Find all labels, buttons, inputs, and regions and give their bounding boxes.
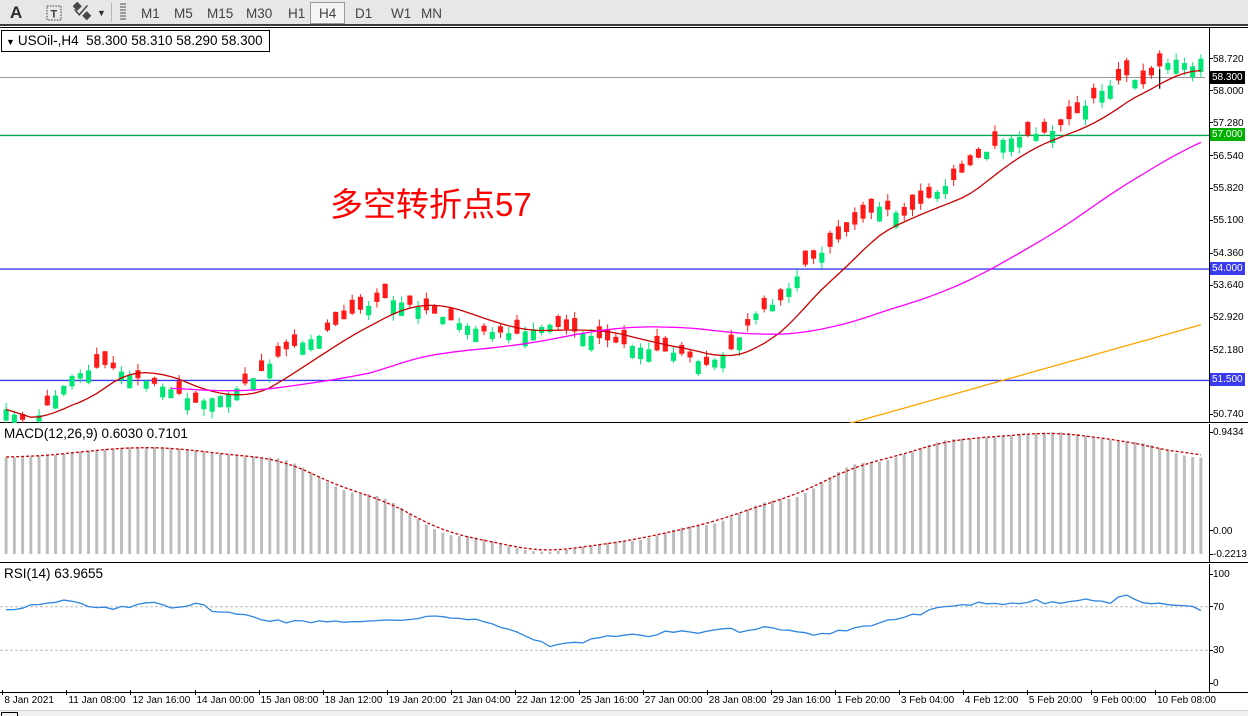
svg-text:T: T (51, 9, 58, 21)
